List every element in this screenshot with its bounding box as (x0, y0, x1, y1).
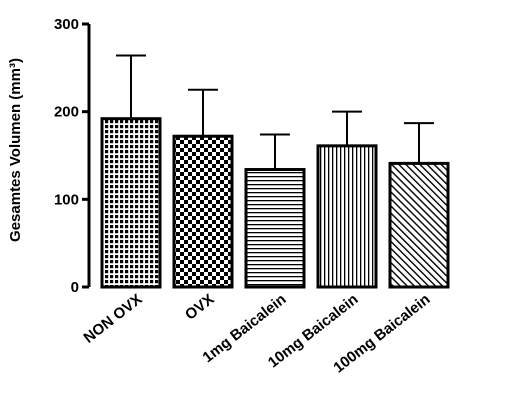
bars (100, 54, 450, 289)
category-label: NON OVX (80, 291, 145, 347)
bar (172, 134, 234, 289)
y-tick-label: 100 (54, 191, 79, 208)
y-axis-title: Gesamtes Volumen (mm³) (7, 58, 24, 242)
y-tick-label: 0 (71, 279, 79, 296)
y-tick-label: 300 (54, 16, 79, 33)
bar (244, 168, 306, 289)
y-axis: 0 100 200 300 (54, 16, 91, 296)
bar (100, 117, 162, 289)
bar (316, 144, 378, 289)
y-tick-label: 200 (54, 104, 79, 121)
category-label: OVX (182, 291, 217, 324)
bar (388, 161, 450, 289)
